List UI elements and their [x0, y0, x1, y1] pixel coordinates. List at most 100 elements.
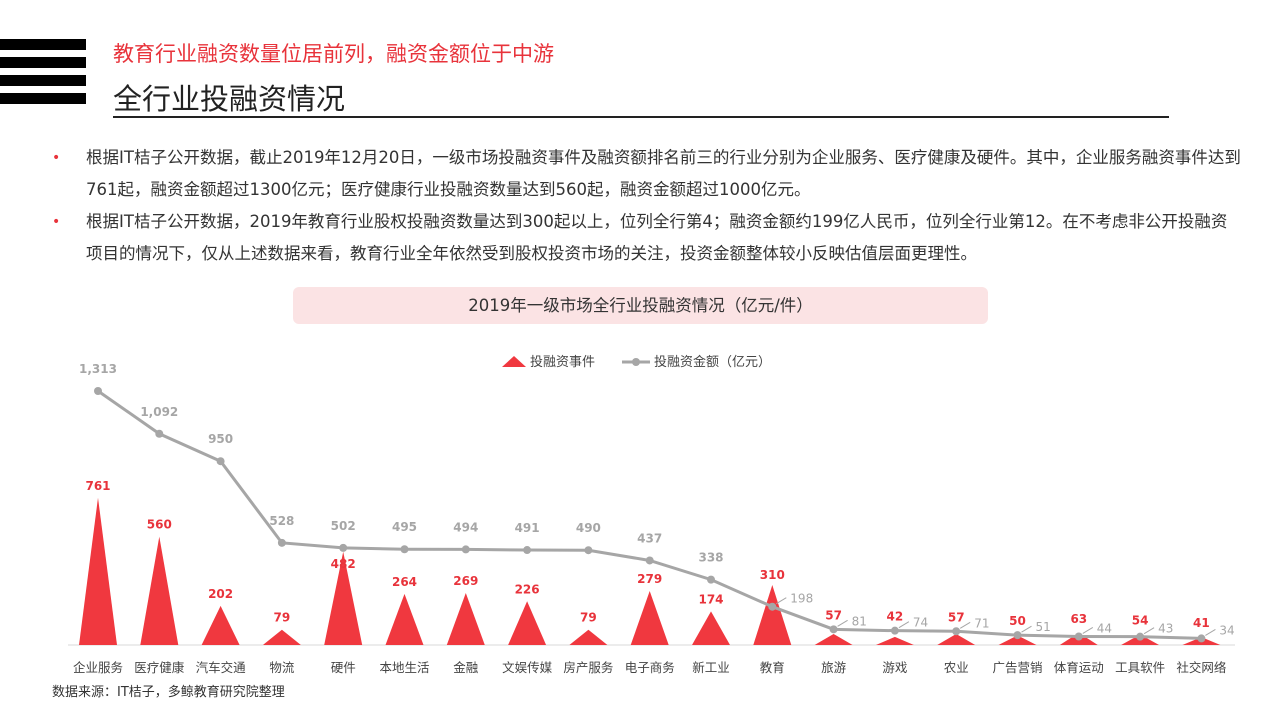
category-label: 农业 [944, 660, 969, 675]
category-label: 新工业 [692, 660, 730, 675]
event-triangle [814, 633, 853, 645]
amount-label: 51 [1036, 620, 1051, 634]
event-triangle [753, 585, 792, 645]
legend-triangle-icon [502, 356, 526, 367]
amount-point [523, 546, 532, 555]
amount-label: 491 [515, 521, 540, 535]
event-label: 226 [515, 582, 540, 596]
event-label: 264 [392, 575, 417, 589]
category-label: 文娱传媒 [502, 660, 553, 675]
event-triangle [140, 536, 179, 645]
amount-label: 34 [1219, 623, 1234, 637]
event-label: 79 [274, 611, 291, 625]
page-subtitle: 教育行业融资数量位居前列，融资金额位于中游 [113, 42, 554, 66]
decorative-stripes [0, 39, 86, 111]
category-label: 医疗健康 [134, 660, 185, 675]
amount-point [645, 556, 654, 565]
amount-label: 1,313 [79, 362, 117, 376]
amount-point [400, 545, 409, 554]
amount-label: 81 [852, 614, 867, 628]
leader-line [959, 621, 971, 629]
event-triangle [937, 633, 976, 645]
event-triangle [201, 605, 240, 645]
chart-title: 2019年一级市场全行业投融资情况（亿元/件） [293, 287, 988, 324]
event-label: 269 [453, 574, 478, 588]
event-triangle [446, 592, 485, 645]
amount-point [707, 575, 715, 584]
leader-line [776, 597, 787, 605]
category-label: 金融 [453, 660, 479, 675]
amount-point [339, 543, 348, 552]
event-triangle [508, 601, 547, 645]
category-label: 广告营销 [992, 660, 1042, 675]
bullet-item: 根据IT桔子公开数据，2019年教育行业股权投融资数量达到300起以上，位列全行… [52, 206, 1242, 270]
title-divider [113, 116, 1169, 118]
event-triangle [262, 629, 301, 645]
leader-line [1205, 628, 1216, 636]
amount-point [768, 602, 777, 611]
legend-point-icon [632, 358, 640, 366]
bullet-list: 根据IT桔子公开数据，截止2019年12月20日，一级市场投融资事件及融资额排名… [52, 142, 1242, 270]
amount-label: 490 [576, 521, 601, 535]
page-title: 全行业投融资情况 [113, 82, 346, 116]
category-label: 教育 [760, 660, 785, 675]
amount-point [1074, 632, 1083, 641]
amount-label: 494 [453, 520, 478, 534]
amount-point [1013, 631, 1022, 640]
leader-line [837, 619, 848, 627]
category-label: 社交网络 [1176, 660, 1227, 675]
category-label: 本地生活 [379, 660, 429, 675]
leader-line [898, 621, 910, 629]
amount-label: 495 [392, 520, 417, 534]
amount-point [890, 626, 899, 635]
event-label: 42 [887, 610, 904, 624]
event-label: 761 [85, 479, 110, 493]
event-label: 279 [637, 572, 662, 586]
amount-point [829, 625, 838, 634]
category-label: 硬件 [331, 660, 356, 675]
amount-label: 1,092 [140, 405, 178, 419]
event-label: 41 [1193, 616, 1210, 630]
event-label: 174 [698, 592, 723, 606]
category-label: 企业服务 [73, 660, 123, 675]
leader-line [1143, 627, 1155, 635]
event-triangle [630, 591, 669, 645]
amount-point [1136, 632, 1145, 641]
amount-label: 950 [208, 432, 233, 446]
amount-point [155, 429, 164, 438]
event-label: 310 [760, 568, 785, 582]
event-label: 63 [1070, 612, 1087, 626]
amount-point [216, 457, 225, 466]
amount-label: 338 [698, 551, 723, 565]
leader-line [1021, 625, 1032, 633]
event-label: 57 [948, 610, 965, 624]
amount-point [952, 627, 961, 636]
amount-label: 71 [974, 616, 989, 630]
amount-point [277, 538, 286, 547]
event-label: 50 [1009, 614, 1026, 628]
amount-label: 43 [1158, 622, 1173, 636]
bullet-item: 根据IT桔子公开数据，截止2019年12月20日，一级市场投融资事件及融资额排名… [52, 142, 1242, 206]
legend-label: 投融资金额（亿元） [654, 354, 771, 370]
source-note: 数据来源：IT桔子，多鲸教育研究院整理 [52, 685, 285, 700]
event-label: 57 [825, 608, 842, 622]
event-triangle [79, 497, 117, 645]
amount-label: 528 [269, 514, 294, 528]
event-label: 482 [331, 557, 356, 571]
event-triangle [692, 611, 730, 645]
amount-label: 502 [331, 519, 356, 533]
amount-point [1197, 634, 1206, 643]
event-label: 54 [1132, 614, 1149, 628]
category-label: 游戏 [882, 660, 907, 675]
category-label: 工具软件 [1115, 660, 1165, 675]
amount-point [461, 545, 470, 554]
amount-label: 74 [913, 616, 928, 630]
leader-line [1082, 627, 1094, 634]
event-label: 560 [147, 518, 172, 532]
event-triangle [998, 635, 1037, 645]
event-triangle [324, 551, 363, 645]
amount-label: 198 [790, 592, 813, 606]
category-label: 物流 [269, 660, 295, 675]
event-label: 79 [580, 611, 597, 625]
